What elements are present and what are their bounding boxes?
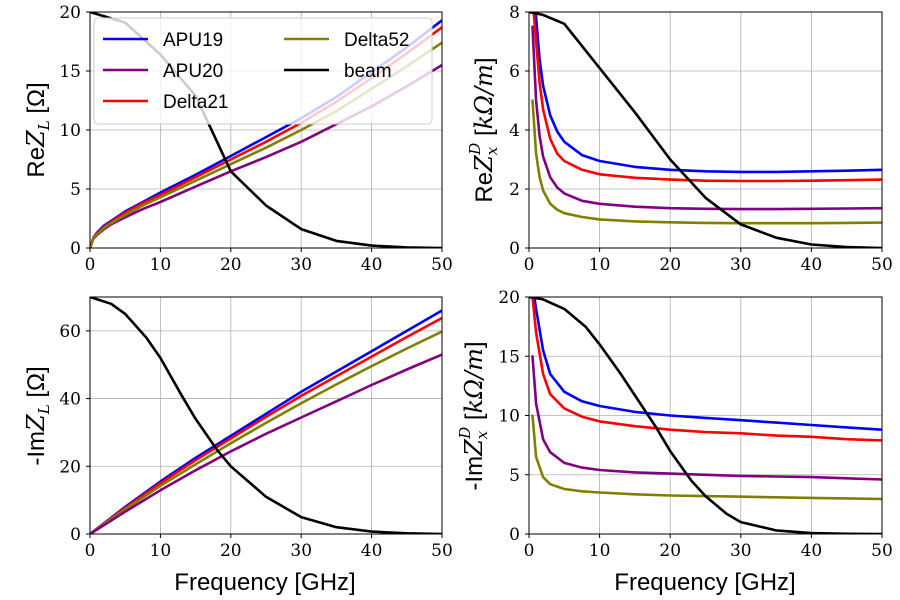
legend-label-beam: beam [344, 61, 392, 82]
panel-4-plot-area [529, 297, 882, 534]
panel-2-y-tick-labels: 0 2 4 6 8 [509, 3, 520, 259]
series-line-apu19 [532, 297, 882, 432]
legend-box [93, 17, 433, 125]
y-tick-label: 20 [59, 3, 81, 23]
x-tick-label: 30 [290, 255, 312, 275]
series-line-apu19 [534, 12, 882, 174]
panel-4-x-axis-label: Frequency [GHz] [614, 569, 795, 596]
x-tick-label: 40 [801, 255, 823, 275]
y-tick-label: 20 [59, 457, 81, 477]
panel-4-x-tick-labels: 0 10 20 30 40 50 [524, 541, 893, 561]
x-tick-label: 20 [220, 255, 242, 275]
y-tick-label: 5 [70, 180, 81, 200]
panel-4-y-axis-label: -ImZxD [kΩ/m] [456, 341, 491, 490]
series-line-apu20 [531, 25, 882, 211]
y-tick-label: 0 [70, 525, 81, 545]
panel-re-zl: 0 10 20 30 40 50 0 5 10 15 20 ReZL [Ω] APU19 APU2… [22, 3, 453, 275]
panel-1-y-axis-label: ReZL [Ω] [22, 82, 53, 177]
x-tick-label: 50 [871, 541, 893, 561]
x-tick-label: 50 [871, 255, 893, 275]
y-tick-label: 20 [498, 288, 520, 308]
series-line-delta21 [532, 12, 882, 183]
panel-4-y-tick-labels: 0 5 10 15 20 [498, 288, 520, 545]
legend-label-delta52: Delta52 [344, 30, 410, 51]
x-tick-label: 40 [801, 541, 823, 561]
y-tick-label: 4 [509, 121, 520, 141]
x-tick-label: 10 [150, 541, 172, 561]
series-line-apu20 [531, 354, 882, 481]
y-tick-label: 8 [509, 3, 520, 23]
series-line-beam [90, 297, 442, 534]
x-tick-label: 30 [290, 541, 312, 561]
panel-3-y-axis-label: -ImZL [Ω] [22, 366, 53, 465]
y-tick-label: 5 [509, 466, 520, 486]
y-tick-label: 40 [59, 390, 81, 410]
x-tick-label: 50 [431, 255, 453, 275]
panel-re-zxd: 0 10 20 30 40 50 0 2 4 6 8 ReZxD [kΩ/m] [466, 3, 893, 275]
x-tick-label: 20 [659, 541, 681, 561]
y-tick-label: 10 [59, 121, 81, 141]
y-tick-label: 0 [509, 525, 520, 545]
x-tick-label: 20 [659, 255, 681, 275]
panel-1-y-tick-labels: 0 5 10 15 20 [59, 3, 81, 259]
panel-2-plot-area [529, 12, 882, 248]
x-tick-label: 30 [730, 541, 752, 561]
series-line-delta52 [531, 99, 882, 225]
legend-label-apu19: APU19 [163, 30, 223, 51]
y-tick-label: 60 [59, 322, 81, 342]
panel-3-plot-area [90, 297, 442, 534]
x-tick-label: 30 [730, 255, 752, 275]
y-tick-label: 2 [509, 180, 520, 200]
x-tick-label: 0 [524, 255, 535, 275]
x-tick-label: 40 [361, 255, 383, 275]
series-line-delta52 [531, 414, 882, 501]
panel-3-x-axis-label: Frequency [GHz] [174, 569, 355, 596]
y-tick-label: 10 [498, 407, 520, 427]
x-tick-label: 50 [431, 541, 453, 561]
y-tick-label: 0 [509, 239, 520, 259]
x-tick-label: 0 [524, 541, 535, 561]
series-line-beam [529, 12, 882, 248]
series-line-beam [529, 297, 882, 534]
y-tick-label: 15 [59, 62, 81, 82]
x-tick-label: 10 [150, 255, 172, 275]
x-tick-label: 0 [85, 255, 96, 275]
panel-3-y-tick-labels: 0 20 40 60 [59, 322, 81, 545]
x-tick-label: 20 [220, 541, 242, 561]
panel-3-frame [89, 296, 443, 535]
legend-label-delta21: Delta21 [163, 92, 229, 113]
x-tick-label: 10 [589, 541, 611, 561]
panel-2-y-axis-label: ReZxD [kΩ/m] [466, 57, 501, 202]
y-tick-label: 0 [70, 239, 81, 259]
x-tick-label: 10 [589, 255, 611, 275]
legend: APU19 APU20 Delta21 Delta52 beam [93, 17, 433, 125]
x-tick-label: 40 [361, 541, 383, 561]
panel-3-x-tick-labels: 0 10 20 30 40 50 [85, 541, 453, 561]
series-line-delta21 [90, 316, 442, 534]
series-line-apu20 [90, 353, 442, 534]
panel-im-zxd: 0 10 20 30 40 50 0 5 10 15 20 -ImZxD [kΩ/m] Frequ… [456, 288, 893, 596]
panel-2-x-tick-labels: 0 10 20 30 40 50 [524, 255, 893, 275]
series-line-delta52 [90, 330, 442, 534]
x-tick-label: 0 [85, 541, 96, 561]
panel-1-x-tick-labels: 0 10 20 30 40 50 [85, 255, 453, 275]
y-tick-label: 6 [509, 62, 520, 82]
panel-im-zl: 0 10 20 30 40 50 0 20 40 60 -ImZL [Ω] Frequency … [22, 296, 453, 596]
legend-label-apu20: APU20 [163, 61, 223, 82]
y-tick-label: 15 [498, 347, 520, 367]
series-line-delta21 [531, 297, 882, 442]
